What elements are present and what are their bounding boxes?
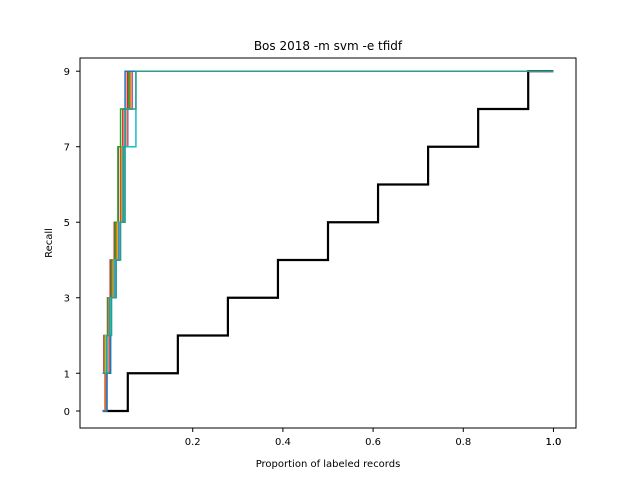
y-tick-label: 9 (64, 67, 70, 78)
y-tick-label: 7 (64, 143, 70, 154)
series-line-10 (102, 70, 554, 375)
y-tick-label: 0 (64, 407, 70, 418)
y-tick-label: 1 (64, 369, 70, 380)
y-tick-label: 3 (64, 294, 70, 305)
plot-frame (79, 57, 577, 429)
series-line-1 (102, 70, 554, 413)
y-tick-label: 5 (64, 218, 70, 229)
x-tick-label: 1.0 (546, 437, 562, 448)
x-axis-ticks: 0.2 0.4 0.6 0.8 1.01.0 (185, 428, 562, 448)
x-tick-label-extra: 1.0 (546, 437, 562, 448)
y-axis-label: Recall (44, 228, 55, 258)
chart-title: Bos 2018 -m svm -e tfidf (254, 39, 403, 53)
x-tick-label: 0.4 (275, 437, 291, 448)
x-axis-label: Proportion of labeled records (256, 459, 401, 470)
x-tick-label: 0.6 (365, 437, 381, 448)
y-axis-ticks: 0 1 3 5 7 9 (64, 67, 80, 418)
series-layer (102, 70, 554, 413)
x-tick-label: 0.2 (185, 437, 201, 448)
x-tick-label: 0.8 (455, 437, 471, 448)
